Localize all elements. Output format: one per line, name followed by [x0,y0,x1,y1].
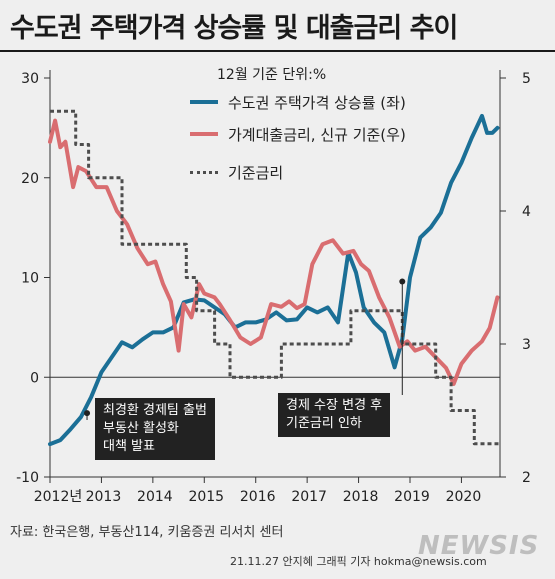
annotation-line: 대책 발표 [103,439,155,454]
x-tick-label: 2019 [394,489,430,505]
chart-title: 수도권 주택가격 상승률 및 대출금리 추이 [10,13,458,44]
x-tick-label: 2014 [137,489,173,505]
series-line-housing [48,113,500,447]
source-note: 자료: 한국은행, 부동산114, 키움증권 리서치 센터 [10,525,284,540]
x-tick-label: 2017 [291,489,327,505]
unit-label: 12월 기준 단위:% [217,67,327,83]
series-line-loan [48,118,500,386]
legend-label-base-rate: 기준금리 [228,163,284,182]
watermark-logo: NEWSIS [418,531,540,561]
y-left-tick-label: 0 [30,370,39,386]
y-left-tick-label: 30 [21,71,39,87]
annotation-box-rate-cut: 경제 수장 변경 후 기준금리 인하 [278,393,391,437]
annotation-line: 최경환 경제팀 출범 [103,403,207,418]
legend-swatch-base-rate [190,170,218,174]
annotation-line: 기준금리 인하 [286,416,362,431]
x-tick-label: 2020 [446,489,482,505]
x-tick-label: 2015 [188,489,224,505]
legend-label-housing: 수도권 주택가격 상승률 (좌) [228,93,406,112]
legend-swatch-loan [190,132,218,136]
legend-item-housing: 수도권 주택가격 상승률 (좌) [190,90,406,114]
annotation-line: 부동산 활성화 [103,421,179,436]
x-tick-label: 2012년 [34,489,83,505]
annotation-line: 경제 수장 변경 후 [286,398,383,413]
x-tick-label: 2013 [86,489,122,505]
annotation-layer [84,278,406,420]
y-left-tick-label: 10 [21,271,39,287]
axes-layer: -10 0 10 20 30 2 3 4 5 2012년 2013 2014 2015 2016 2017 2… [16,70,531,505]
legend-item-loan: 가계대출금리, 신규 기준(우) [190,122,406,146]
y-right-tick-label: 2 [522,470,531,486]
legend-swatch-housing [190,100,218,104]
annotation-dot-rate-cut [399,278,406,285]
y-left-tick-label: -10 [16,470,39,486]
title-underline [0,50,555,52]
annotation-box-choi: 최경환 경제팀 출범 부동산 활성화 대책 발표 [95,398,215,460]
series-line-base-rate [50,109,500,446]
series-layer [48,109,500,447]
y-right-tick-label: 4 [522,204,531,220]
x-tick-label: 2016 [240,489,276,505]
credit-line: 21.11.27 안지혜 그래픽 기자 hokma@newsis.com [230,555,487,568]
y-left-tick-label: 20 [21,171,39,187]
y-right-tick-label: 3 [522,337,531,353]
legend-item-base-rate: 기준금리 [190,160,283,184]
x-tick-label: 2018 [343,489,379,505]
y-right-tick-label: 5 [522,71,531,87]
annotation-dot-choi [84,410,91,417]
legend-label-loan: 가계대출금리, 신규 기준(우) [228,125,406,144]
